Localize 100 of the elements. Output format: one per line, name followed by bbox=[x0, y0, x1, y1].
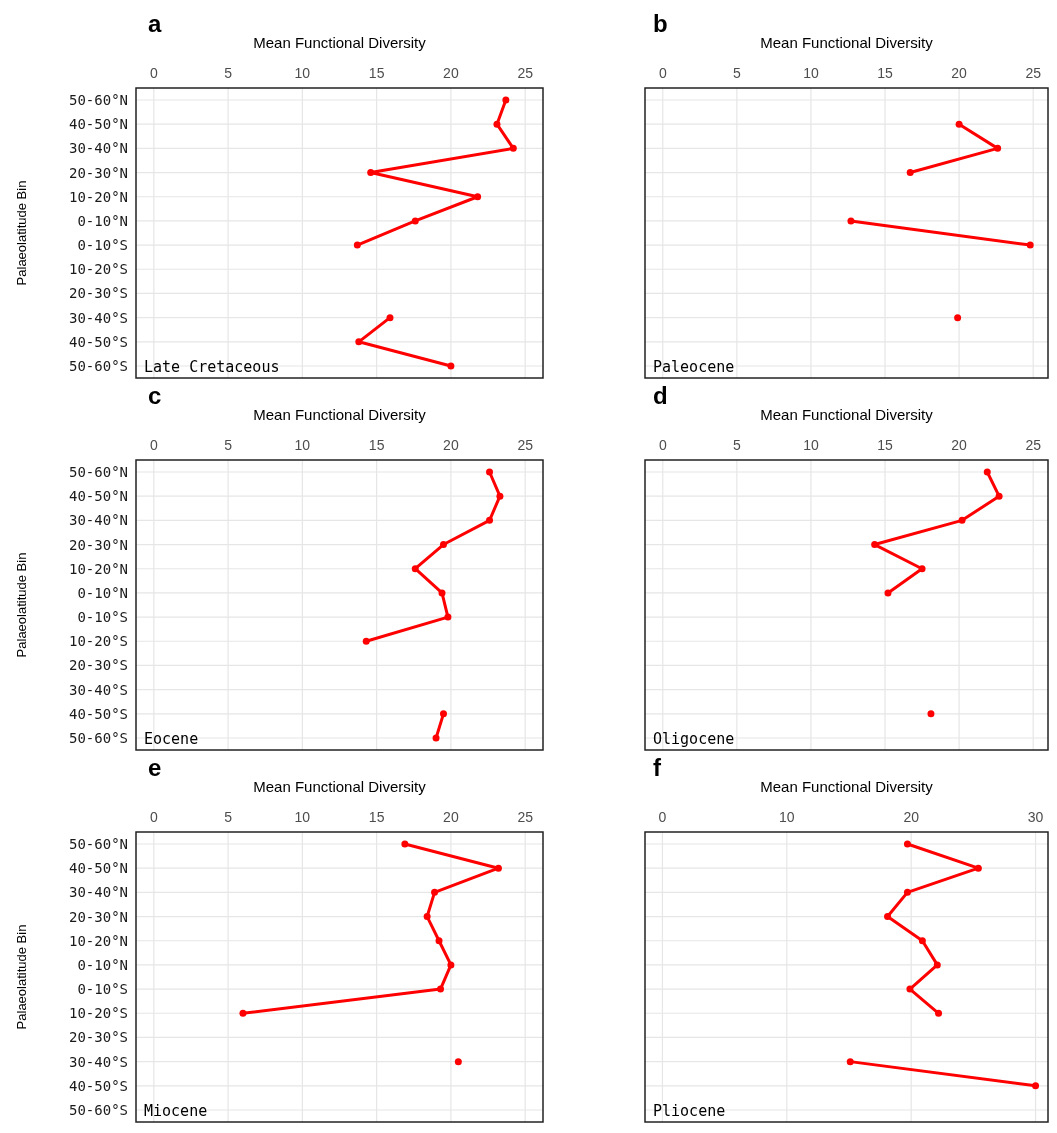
y-tick-label: 0-10°S bbox=[77, 981, 128, 998]
x-tick-label: 5 bbox=[732, 65, 741, 81]
y-tick-label: 10-20°N bbox=[68, 560, 128, 577]
point bbox=[355, 338, 363, 346]
point bbox=[847, 217, 855, 225]
x-tick-label: 0 bbox=[658, 437, 667, 453]
point bbox=[411, 565, 419, 573]
y-tick-label: 0-10°N bbox=[77, 956, 128, 973]
chart-title: c bbox=[148, 382, 162, 409]
point bbox=[983, 468, 991, 476]
x-tick-label: 0 bbox=[658, 809, 667, 825]
x-tick-label: 20 bbox=[951, 437, 968, 453]
y-tick-label: 40-50°S bbox=[68, 705, 128, 722]
x-tick-label: 15 bbox=[368, 65, 385, 81]
y-tick-label: 20-30°S bbox=[68, 1029, 128, 1046]
y-tick-label: 30-40°S bbox=[68, 309, 128, 326]
y-tick-label: 10-20°S bbox=[68, 1005, 128, 1022]
x-tick-label: 5 bbox=[224, 437, 233, 453]
y-tick-label: 50-60°S bbox=[68, 358, 128, 374]
x-tick-label: 5 bbox=[732, 437, 741, 453]
x-axis-title: Mean Functional Diversity bbox=[253, 406, 427, 423]
x-tick-label: 10 bbox=[803, 65, 819, 81]
x-axis-title: Mean Functional Diversity bbox=[253, 34, 427, 51]
point bbox=[496, 492, 504, 500]
x-tick-label: 0 bbox=[149, 809, 158, 825]
point bbox=[502, 96, 510, 104]
point bbox=[437, 985, 445, 993]
point bbox=[362, 637, 370, 645]
point bbox=[871, 541, 879, 549]
chart-title: f bbox=[653, 754, 662, 781]
point bbox=[933, 961, 941, 969]
y-tick-label: 30-40°N bbox=[68, 140, 128, 157]
point bbox=[974, 864, 982, 872]
point bbox=[438, 589, 446, 597]
y-tick-label: 30-40°N bbox=[68, 512, 128, 529]
x-tick-label: 25 bbox=[1025, 437, 1042, 453]
x-axis-title: Mean Functional Diversity bbox=[760, 34, 934, 51]
point bbox=[367, 169, 375, 177]
point bbox=[1032, 1082, 1040, 1090]
x-tick-label: 25 bbox=[517, 809, 534, 825]
y-tick-label: 40-50°N bbox=[68, 116, 128, 133]
chart-title: d bbox=[653, 382, 668, 409]
point bbox=[439, 710, 447, 718]
chart-title: e bbox=[148, 754, 162, 781]
point bbox=[486, 468, 494, 476]
point bbox=[1026, 241, 1034, 249]
point bbox=[995, 492, 1003, 500]
point bbox=[432, 734, 440, 742]
annotation: Eocene bbox=[144, 730, 199, 748]
x-tick-label: 25 bbox=[517, 65, 534, 81]
point bbox=[386, 314, 394, 322]
point bbox=[903, 840, 911, 848]
point bbox=[401, 840, 409, 848]
y-tick-label: 40-50°S bbox=[68, 1077, 128, 1094]
y-tick-label: 0-10°S bbox=[77, 237, 128, 254]
chart-title: a bbox=[148, 10, 162, 37]
y-tick-label: 40-50°N bbox=[68, 488, 128, 505]
x-tick-label: 10 bbox=[779, 809, 795, 825]
point bbox=[918, 937, 926, 945]
y-axis-title: Palaeolatitude Bin bbox=[14, 924, 29, 1030]
annotation: Late Cretaceous bbox=[144, 358, 280, 376]
x-tick-label: 15 bbox=[368, 809, 385, 825]
y-tick-label: 0-10°S bbox=[77, 609, 128, 626]
y-tick-label: 20-30°S bbox=[68, 285, 128, 302]
point bbox=[447, 362, 455, 370]
y-tick-label: 20-30°S bbox=[68, 657, 128, 674]
point bbox=[906, 169, 914, 177]
y-tick-label: 30-40°S bbox=[68, 681, 128, 698]
point bbox=[439, 541, 447, 549]
x-tick-label: 5 bbox=[224, 809, 233, 825]
point bbox=[353, 241, 361, 249]
x-tick-label: 20 bbox=[443, 437, 459, 453]
x-axis-title: Mean Functional Diversity bbox=[760, 406, 934, 423]
x-tick-label: 25 bbox=[1025, 65, 1042, 81]
y-tick-label: 0-10°N bbox=[77, 212, 128, 229]
annotation: Miocene bbox=[144, 1102, 208, 1120]
x-tick-label: 10 bbox=[294, 809, 311, 825]
point bbox=[447, 961, 455, 969]
y-tick-label: 0-10°N bbox=[77, 584, 128, 601]
y-tick-label: 10-20°N bbox=[68, 932, 128, 949]
x-tick-label: 0 bbox=[149, 65, 158, 81]
y-tick-label: 50-60°N bbox=[68, 464, 128, 480]
point bbox=[474, 193, 482, 201]
x-axis-title: Mean Functional Diversity bbox=[760, 778, 934, 795]
point bbox=[918, 565, 926, 573]
x-tick-label: 15 bbox=[877, 437, 894, 453]
y-tick-label: 40-50°N bbox=[68, 860, 128, 877]
point bbox=[411, 217, 419, 225]
point bbox=[494, 864, 502, 872]
y-tick-label: 30-40°S bbox=[68, 1053, 128, 1070]
x-tick-label: 30 bbox=[1027, 809, 1044, 825]
x-tick-label: 0 bbox=[658, 65, 667, 81]
point bbox=[884, 589, 892, 597]
x-tick-label: 10 bbox=[803, 437, 819, 453]
point bbox=[906, 985, 914, 993]
x-tick-label: 15 bbox=[368, 437, 385, 453]
x-tick-label: 5 bbox=[224, 65, 233, 81]
y-tick-label: 40-50°S bbox=[68, 333, 128, 350]
y-tick-label: 30-40°N bbox=[68, 884, 128, 901]
point bbox=[486, 516, 494, 524]
